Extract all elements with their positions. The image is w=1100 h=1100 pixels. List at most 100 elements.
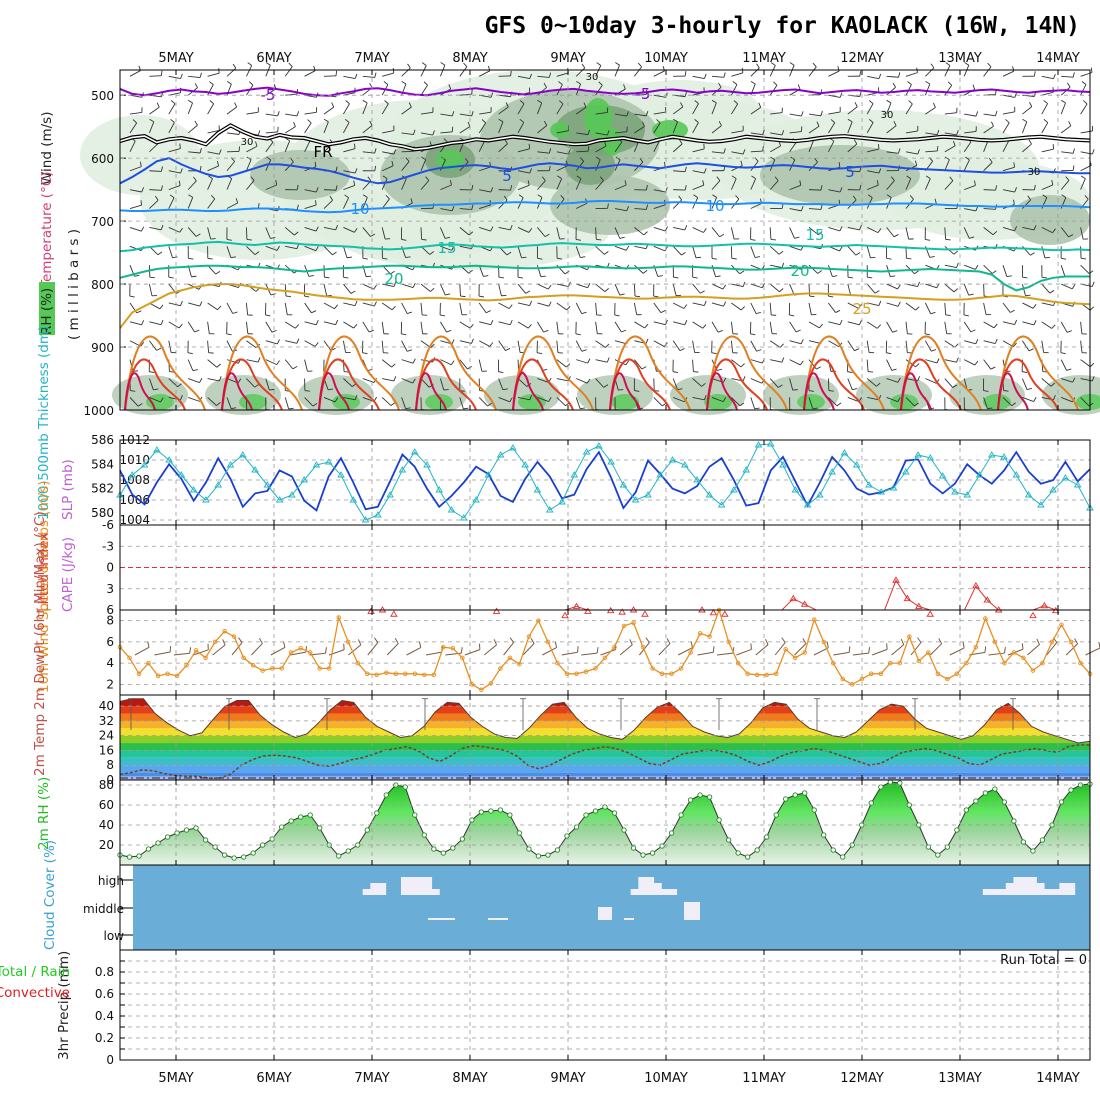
upper-wind-barb-flag <box>230 256 236 259</box>
upper-wind-barb-flag <box>1091 281 1095 287</box>
slp-point <box>926 454 935 461</box>
upper-wind-barb-flag <box>988 157 993 163</box>
top-date-label: 5MAY <box>158 51 193 66</box>
upper-wind-barb <box>886 283 898 290</box>
slp-series-line <box>119 443 1091 521</box>
thickness-axis-label: 1000-500mb Thickness (dm) <box>36 326 52 520</box>
upper-wind-barb <box>401 106 412 115</box>
2m-rh-point <box>697 792 703 798</box>
upper-wind-barb <box>1080 397 1090 407</box>
upper-wind-barb <box>1002 265 1008 277</box>
10m-wind-speed-point <box>241 655 246 661</box>
slp-point <box>398 466 407 473</box>
upper-wind-barb <box>1002 397 1012 407</box>
upper-wind-barb-flag <box>315 200 317 206</box>
upper-wind-barb-flag <box>692 276 698 279</box>
upper-wind-barb <box>381 321 385 334</box>
upper-wind-barb-flag <box>467 121 471 127</box>
upper-wind-barb-flag <box>226 81 232 85</box>
upper-wind-barb-flag <box>718 120 722 126</box>
precip-tick-label: 0 <box>106 1053 114 1067</box>
upper-wind-barb-flag <box>754 256 761 258</box>
upper-wind-barb-flag <box>1006 275 1012 278</box>
upper-wind-barb <box>983 66 992 77</box>
upper-wind-barb-flag <box>681 251 686 256</box>
slp-tick-label: 1010 <box>119 453 150 467</box>
slp-tick-label: 1004 <box>119 513 150 527</box>
upper-wind-barb-flag <box>548 301 552 307</box>
10m-wind-speed-point <box>298 646 303 651</box>
upper-wind-barb-flag <box>1013 342 1017 348</box>
upper-wind-barb <box>789 340 802 345</box>
upper-wind-barb <box>1080 227 1084 240</box>
upper-wind-barb <box>207 321 210 334</box>
upper-wind-barb-flag <box>149 276 155 279</box>
10m-wind-barb-flag <box>938 638 943 644</box>
upper-wind-barb-flag <box>758 102 762 108</box>
upper-wind-barb <box>285 113 298 117</box>
upper-wind-barb-flag <box>626 111 629 117</box>
10m-wind-barb-flag <box>509 637 515 643</box>
upper-wind-barb-flag <box>972 84 976 90</box>
upper-wind-barb <box>886 75 899 78</box>
2m-rh-point <box>602 804 608 810</box>
upper-wind-barb-flag <box>701 382 706 387</box>
slp-point <box>226 461 235 468</box>
upper-wind-barb-flag <box>487 402 492 407</box>
10m-wind-speed-point <box>260 668 265 673</box>
slp-point <box>251 466 259 473</box>
upper-wind-barb-flag <box>991 121 994 127</box>
rh-legend-swatch <box>39 282 55 335</box>
upper-wind-barb-flag <box>548 148 552 154</box>
upper-wind-barb <box>634 113 647 117</box>
upper-wind-barb <box>789 245 802 251</box>
precip-run-total: Run Total = 0 <box>1000 953 1087 968</box>
contour-label: 10 <box>350 200 369 218</box>
slp-point <box>914 451 922 458</box>
cloud-cover-cell <box>645 877 655 895</box>
upper-wind-barb-flag <box>529 394 532 400</box>
upper-wind-barb <box>537 180 546 190</box>
upper-wind-barb-flag <box>925 81 931 85</box>
upper-wind-barb <box>731 72 743 77</box>
upper-wind-barb-flag <box>564 270 570 275</box>
upper-wind-barb-flag <box>623 84 626 90</box>
10m-wind-barb-flag <box>690 641 693 648</box>
upper-wind-barb <box>808 161 818 172</box>
upper-wind-barb <box>847 302 859 309</box>
10m-wind-barb <box>290 651 307 656</box>
rh-shading-region <box>611 394 639 410</box>
upper-wind-barb <box>983 340 996 344</box>
10m-wind-barb-flag <box>765 639 769 645</box>
upper-wind-barb <box>459 227 470 236</box>
upper-wind-barb <box>381 397 392 406</box>
upper-wind-barb <box>692 148 705 153</box>
upper-wind-barb <box>420 84 429 96</box>
upper-wind-barb <box>556 321 559 334</box>
upper-wind-barb <box>556 165 568 172</box>
upper-wind-barb-flag <box>323 118 329 123</box>
upper-wind-barb-flag <box>537 99 542 104</box>
upper-wind-barb <box>1061 378 1073 383</box>
upper-wind-barb <box>149 226 162 231</box>
upper-wind-barb <box>1021 378 1028 390</box>
2m-rh-point <box>526 846 532 852</box>
10m-wind-barb <box>173 652 190 656</box>
cloud-cover-cell <box>990 889 999 895</box>
upper-wind-barb-flag <box>1065 176 1070 181</box>
10m-wind-barb <box>154 651 171 656</box>
upper-wind-barb <box>731 359 742 368</box>
contour-label: 15 <box>805 226 824 244</box>
upper-wind-barb <box>556 283 569 287</box>
temp-band <box>120 750 1090 758</box>
upper-wind-barb-flag <box>575 333 581 336</box>
upper-wind-barb-flag <box>716 368 723 371</box>
upper-wind-barb <box>905 178 912 190</box>
upper-wind-barb-flag <box>292 365 298 370</box>
2m-rh-point <box>421 832 427 838</box>
precip-tick-label: 0.4 <box>95 1009 114 1023</box>
10m-wind-barb <box>425 651 442 656</box>
10m-wind-barb <box>794 643 807 656</box>
upper-wind-barb <box>614 131 627 134</box>
10m-wind-barb-flag <box>373 637 379 643</box>
